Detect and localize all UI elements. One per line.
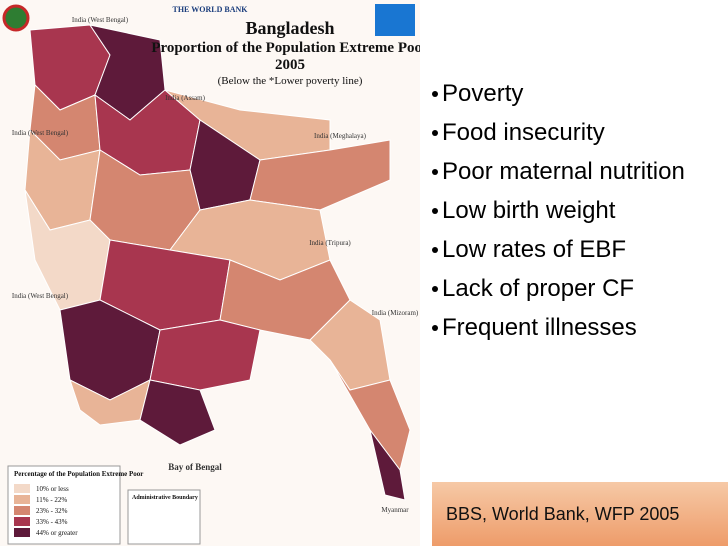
bullet-item: Poverty <box>432 74 728 113</box>
legend-label: 10% or less <box>36 485 69 493</box>
district <box>149 319 261 391</box>
legend-label: 33% - 43% <box>36 518 68 526</box>
logo <box>2 4 30 32</box>
legend-label: 23% - 32% <box>36 507 68 515</box>
bullet-dot <box>432 247 438 253</box>
bullet-text: Poor maternal nutrition <box>442 158 685 185</box>
legend-label: 44% or greater <box>36 529 78 537</box>
map-label: India (West Bengal) <box>12 129 69 137</box>
org-logo: THE WORLD BANK <box>173 5 249 14</box>
bullet-text: Low rates of EBF <box>442 236 627 263</box>
legend: 10% or less 11% - 22% 23% - 32% 33% - 43% 44… <box>14 484 78 537</box>
map-subtitle: Proportion of the Population Extreme Poo… <box>151 40 420 56</box>
poverty-map: India (West Bengal) India (Assam) India … <box>0 0 420 546</box>
bullet-text: Lack of proper CF <box>442 275 635 302</box>
legend-title: Percentage of the Population Extreme Poo… <box>14 470 143 478</box>
map-label: Myanmar <box>381 506 409 514</box>
map-label: India (Meghalaya) <box>314 132 367 140</box>
legend-label: 11% - 22% <box>36 496 67 504</box>
map-label: Bay of Bengal <box>168 462 222 472</box>
bullet-dot <box>432 91 438 97</box>
bullet-item: Food insecurity <box>432 113 728 152</box>
map-label: India (West Bengal) <box>12 292 69 300</box>
source-text: BBS, World Bank, WFP 2005 <box>446 503 680 524</box>
district <box>369 429 406 501</box>
bullet-item: Poor maternal nutrition <box>432 152 728 191</box>
bullet-dot <box>432 208 438 214</box>
legend-swatch <box>14 528 30 537</box>
map-title: Bangladesh <box>245 18 334 38</box>
district <box>139 379 216 446</box>
map-label: India (West Bengal) <box>72 16 129 24</box>
map-label: India (Tripura) <box>309 239 351 247</box>
map-year: 2005 <box>275 57 305 73</box>
bullet-item: Frequent illnesses <box>432 308 728 347</box>
map-label: India (Mizoram) <box>372 309 419 317</box>
legend-swatch <box>14 495 30 504</box>
bullet-item: Lack of proper CF <box>432 269 728 308</box>
bullet-text: Low birth weight <box>442 197 616 224</box>
source-box: BBS, World Bank, WFP 2005 <box>432 482 728 546</box>
bullet-text: Poverty <box>442 80 524 107</box>
bullet-text: Food insecurity <box>442 119 605 146</box>
bullet-dot <box>432 325 438 331</box>
districts <box>24 24 411 501</box>
bullet-item: Low rates of EBF <box>432 230 728 269</box>
bullet-list: Poverty Food insecurity Poor maternal nutr… <box>432 74 728 347</box>
map-note: (Below the *Lower poverty line) <box>218 75 363 87</box>
bullet-dot <box>432 169 438 175</box>
bullet-text: Frequent illnesses <box>442 314 637 341</box>
bullet-dot <box>432 130 438 136</box>
legend-swatch <box>14 506 30 515</box>
map-label: India (Assam) <box>165 94 206 102</box>
wfp-logo <box>375 4 415 36</box>
admin-box <box>127 489 201 545</box>
bullet-item: Low birth weight <box>432 191 728 230</box>
legend-swatch <box>14 484 30 493</box>
admin-title: Administrative Boundary <box>132 495 198 501</box>
bullet-dot <box>432 286 438 292</box>
legend-swatch <box>14 517 30 526</box>
